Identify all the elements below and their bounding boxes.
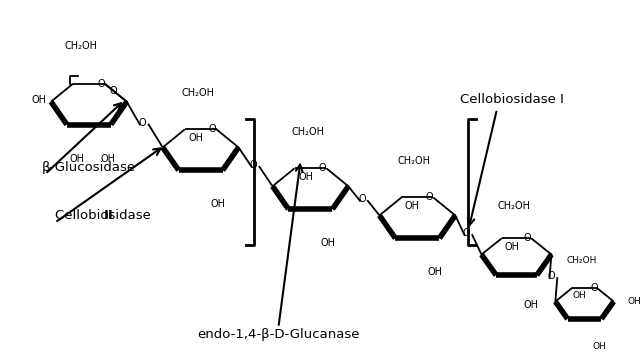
Text: O: O [463,228,470,238]
Text: OH: OH [100,154,116,164]
Text: CH₂OH: CH₂OH [497,201,530,211]
Text: OH: OH [31,95,46,105]
Text: CH₂OH: CH₂OH [566,256,596,265]
Text: CH₂OH: CH₂OH [398,156,431,166]
Text: OH: OH [524,300,538,310]
Text: O: O [358,194,366,204]
Text: O: O [97,79,105,89]
Text: OH: OH [627,297,640,306]
Text: O: O [524,233,531,243]
Text: O: O [590,283,598,293]
Text: O: O [209,125,216,135]
Text: OH: OH [321,238,335,248]
Text: CH₂OH: CH₂OH [181,89,214,99]
Text: OH: OH [405,201,420,211]
Text: OH: OH [70,154,84,164]
Text: OH: OH [573,291,586,300]
Text: OH: OH [428,267,442,277]
Text: endo-1,4-β-D-Glucanase: endo-1,4-β-D-Glucanase [197,328,360,341]
Text: OH: OH [592,342,606,351]
Text: O: O [139,117,147,127]
Text: OH: OH [188,133,204,143]
Text: β-Glucosidase: β-Glucosidase [42,161,136,174]
Text: O: O [548,271,556,281]
Text: OH: OH [211,199,226,209]
Text: O: O [250,160,257,170]
Text: II: II [104,210,113,222]
Text: CH₂OH: CH₂OH [65,41,97,51]
Text: O: O [109,86,117,96]
Text: OH: OH [504,242,519,252]
Text: O: O [319,163,326,173]
Text: CH₂OH: CH₂OH [291,127,324,137]
Text: OH: OH [298,172,313,182]
Text: O: O [426,192,433,202]
Text: Cellobiosidase I: Cellobiosidase I [460,93,564,106]
Text: Cellobiosidase: Cellobiosidase [55,210,155,222]
